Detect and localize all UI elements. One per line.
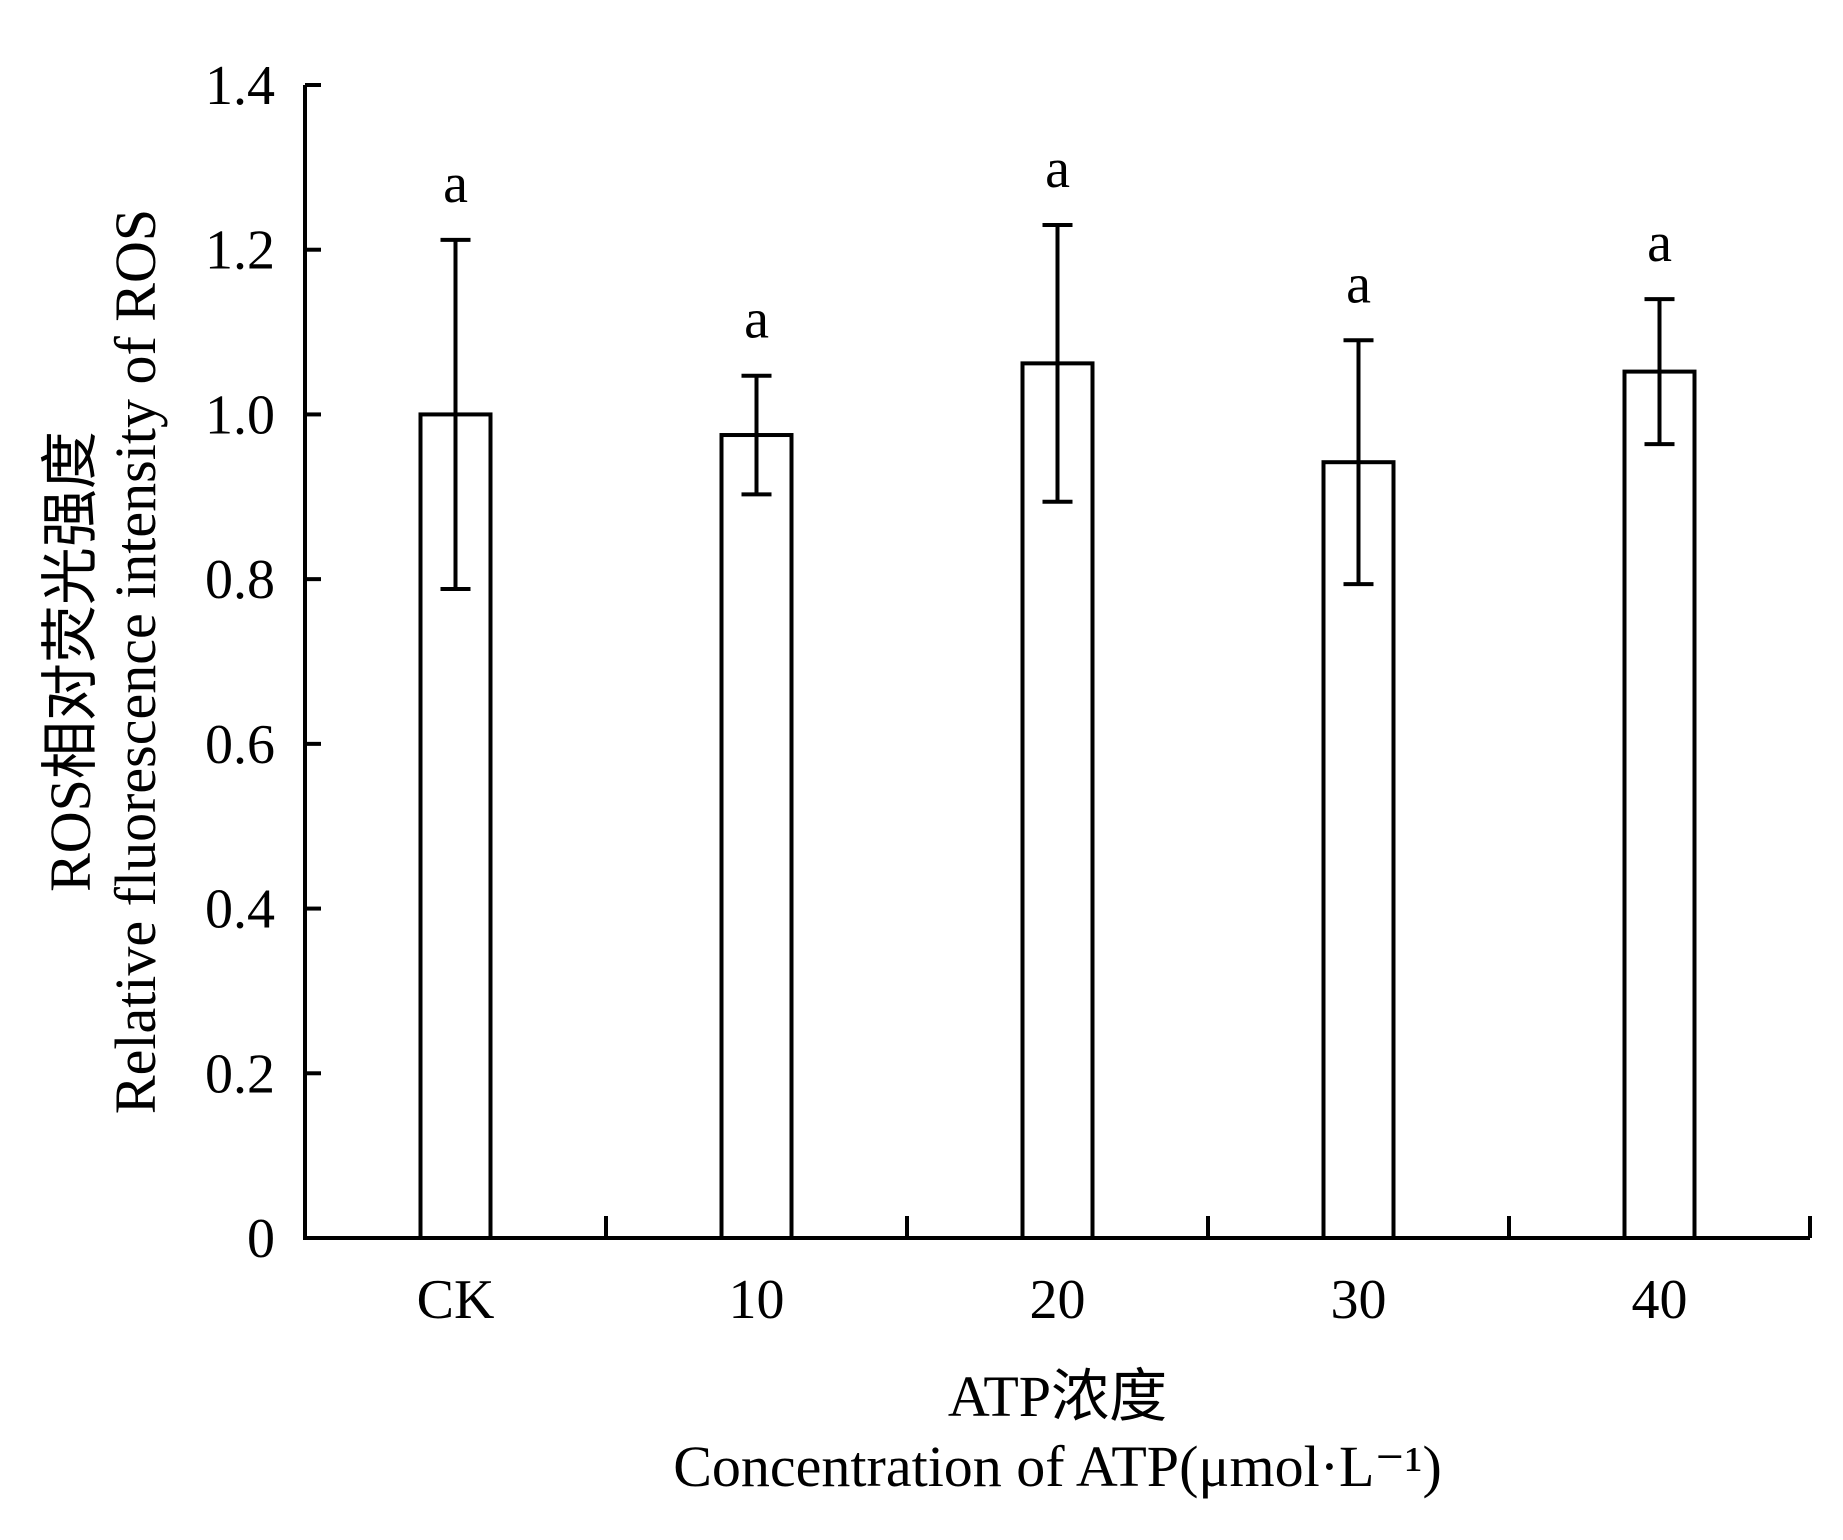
x-tick-label: 10 <box>729 1269 785 1331</box>
y-axis-title-chinese: ROS相对荧光强度 <box>38 431 103 892</box>
x-axis-title-chinese: ATP浓度 <box>948 1364 1167 1429</box>
significance-label: a <box>443 153 468 215</box>
axes: 0 0.2 0.4 0.6 0.8 1.0 1.2 1.4 CK 10 20 30 40 <box>205 55 1812 1331</box>
x-tick-label: 20 <box>1030 1269 1086 1331</box>
bar <box>1321 460 1396 1240</box>
bar <box>418 412 493 1240</box>
bar <box>1622 369 1697 1240</box>
y-tick-label: 1.2 <box>205 220 275 282</box>
y-tick-label: 0.4 <box>205 879 275 941</box>
y-tick-label: 0.6 <box>205 714 275 776</box>
x-tick-label: CK <box>417 1269 495 1331</box>
y-tick-label: 0.2 <box>205 1043 275 1105</box>
x-tick-label: 40 <box>1632 1269 1688 1331</box>
y-tick-label: 1.0 <box>205 384 275 446</box>
significance-label: a <box>744 289 769 351</box>
y-tick-label: 1.4 <box>205 55 275 117</box>
significance-label: a <box>1045 138 1070 200</box>
y-tick-label: 0.8 <box>205 549 275 611</box>
significance-label: a <box>1647 212 1672 274</box>
x-tick-label: 30 <box>1331 1269 1387 1331</box>
x-axis-title-english: Concentration of ATP(μmol·L⁻¹) <box>673 1434 1442 1499</box>
y-tick-label: 0 <box>247 1208 275 1270</box>
bars: a a a a a <box>418 138 1697 1241</box>
bar <box>719 433 794 1240</box>
significance-label: a <box>1346 253 1371 315</box>
y-axis-title-english: Relative fluorescence intensity of ROS <box>103 209 168 1114</box>
labels: ROS相对荧光强度 Relative fluorescence intensit… <box>38 209 1442 1499</box>
